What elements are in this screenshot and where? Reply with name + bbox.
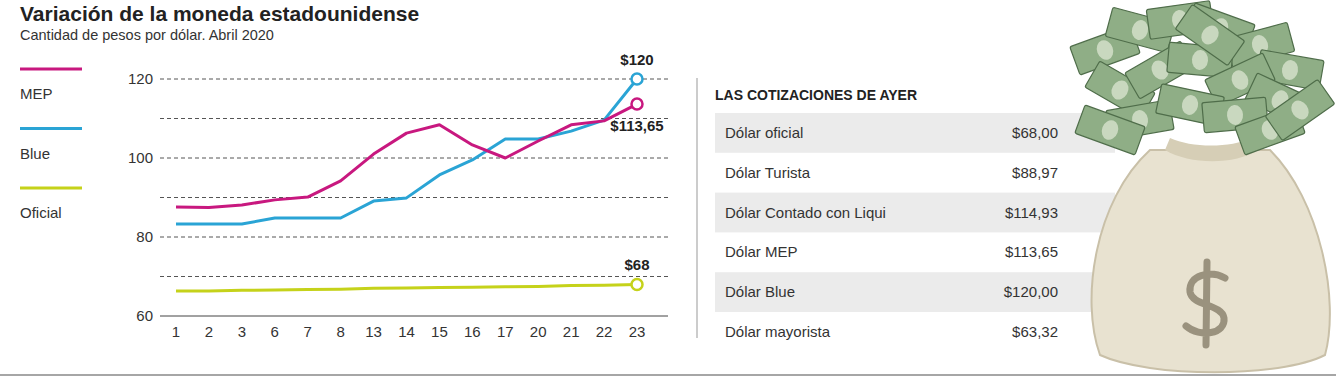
legend-label: MEP bbox=[20, 85, 53, 102]
row-label: Dólar Contado con Liqui bbox=[725, 204, 886, 221]
x-tick-label: 13 bbox=[365, 323, 382, 340]
x-tick-label: 6 bbox=[271, 323, 279, 340]
row-value: $88,97 bbox=[1012, 164, 1058, 181]
legend-swatch bbox=[20, 68, 82, 71]
legend: MEP Blue Oficial bbox=[20, 69, 82, 221]
y-tick-label: 120 bbox=[128, 70, 153, 87]
grid-line bbox=[160, 79, 668, 80]
legend-label: Oficial bbox=[20, 204, 62, 221]
x-tick-label: 2 bbox=[205, 323, 213, 340]
page: Variación de la moneda estadounidense Can… bbox=[0, 0, 1336, 377]
bottom-rule bbox=[0, 374, 1336, 376]
row-stripe bbox=[715, 113, 1115, 153]
x-tick-label: 14 bbox=[398, 323, 415, 340]
money-bag-illustration bbox=[1070, 1, 1335, 373]
minor-grid-line bbox=[160, 197, 668, 198]
end-marker bbox=[632, 99, 643, 110]
x-tick-label: 17 bbox=[497, 323, 514, 340]
x-tick-label: 3 bbox=[238, 323, 246, 340]
y-tick-label: 60 bbox=[136, 307, 153, 324]
plot-area bbox=[176, 74, 643, 292]
row-stripe bbox=[715, 193, 1115, 233]
grid-line bbox=[160, 237, 668, 238]
x-tick-label: 22 bbox=[596, 323, 613, 340]
row-label: Dólar Blue bbox=[725, 283, 795, 300]
title: Variación de la moneda estadounidense bbox=[20, 2, 419, 25]
row-label: Dólar MEP bbox=[725, 243, 798, 260]
row-label: Dólar Turista bbox=[725, 164, 811, 181]
data-label: $68 bbox=[624, 256, 649, 273]
row-value: $120,00 bbox=[1004, 283, 1058, 300]
x-tick-label: 20 bbox=[530, 323, 547, 340]
series-line bbox=[176, 79, 637, 224]
quotes-table: LAS COTIZACIONES DE AYER Dólar oficial $68… bbox=[715, 87, 1115, 340]
minor-grid-line bbox=[160, 118, 668, 119]
data-label: $120 bbox=[620, 51, 653, 68]
x-tick-label: 21 bbox=[563, 323, 580, 340]
x-tick-label: 16 bbox=[464, 323, 481, 340]
end-marker bbox=[632, 279, 643, 290]
row-value: $113,65 bbox=[1005, 243, 1058, 260]
y-tick-label: 100 bbox=[128, 149, 153, 166]
grid bbox=[160, 79, 668, 316]
row-label: Dólar oficial bbox=[725, 124, 803, 141]
row-value: $68,00 bbox=[1012, 124, 1058, 141]
minor-grid-line bbox=[160, 276, 668, 277]
x-tick-label: 8 bbox=[336, 323, 344, 340]
legend-swatch bbox=[20, 127, 82, 130]
subtitle: Cantidad de pesos por dólar. Abril 2020 bbox=[20, 27, 274, 43]
row-value: $114,93 bbox=[1005, 204, 1058, 221]
data-label: $113,65 bbox=[610, 117, 663, 134]
row-label: Dólar mayorista bbox=[725, 323, 831, 340]
x-tick-label: 7 bbox=[304, 323, 312, 340]
x-tick-label: 15 bbox=[431, 323, 448, 340]
end-marker bbox=[632, 74, 643, 85]
series-line bbox=[176, 284, 637, 291]
canvas: Variación de la moneda estadounidense Can… bbox=[0, 0, 1336, 377]
grid-line bbox=[160, 316, 668, 317]
x-tick-label: 23 bbox=[629, 323, 646, 340]
y-tick-label: 80 bbox=[136, 228, 153, 245]
data-labels: $68 $120 $113,65 bbox=[610, 51, 663, 273]
grid-line bbox=[160, 158, 668, 159]
row-value: $63,32 bbox=[1012, 323, 1058, 340]
legend-label: Blue bbox=[20, 145, 50, 162]
separator bbox=[697, 78, 698, 338]
legend-swatch bbox=[20, 187, 82, 190]
table-title: LAS COTIZACIONES DE AYER bbox=[715, 87, 917, 103]
row-stripe bbox=[715, 272, 1115, 312]
series-line bbox=[176, 104, 637, 207]
x-tick-label: 1 bbox=[172, 323, 180, 340]
